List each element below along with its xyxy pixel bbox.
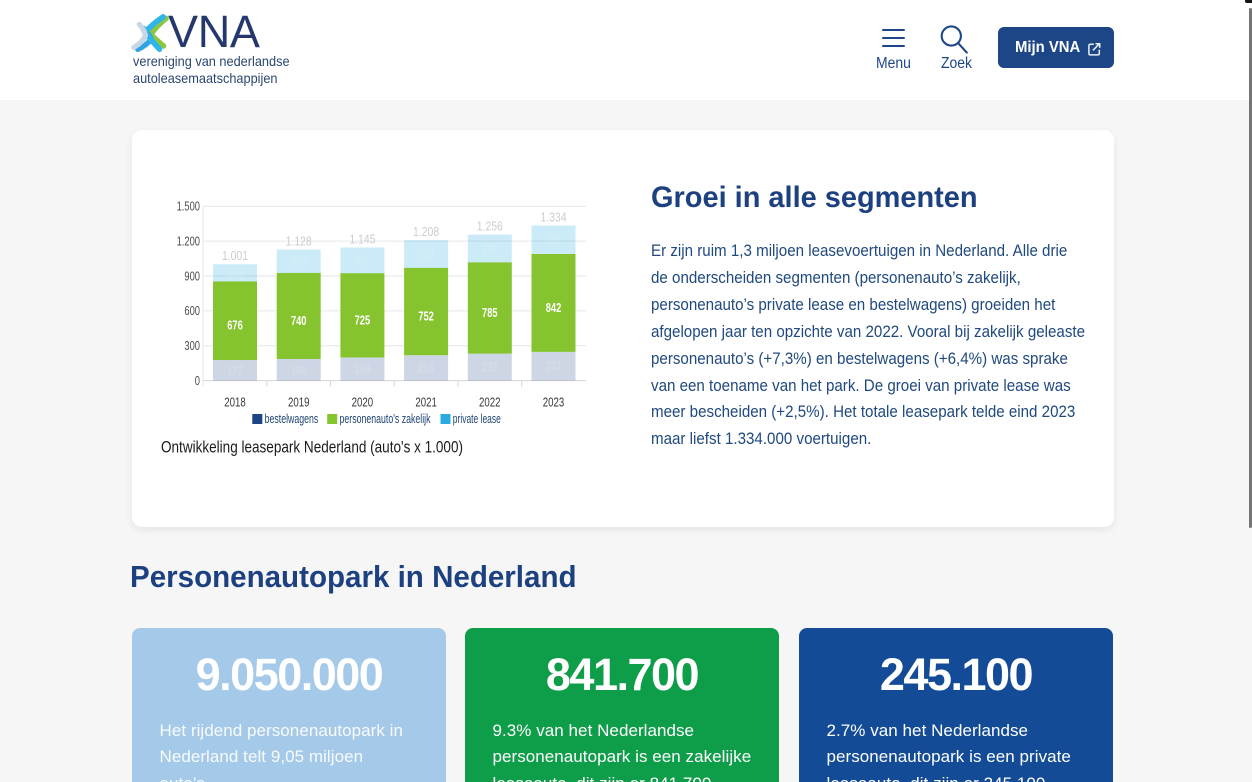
svg-text:1.256: 1.256 [477,219,503,234]
svg-text:0: 0 [195,374,200,388]
svg-text:1.500: 1.500 [177,200,200,214]
svg-text:202: 202 [291,254,307,269]
svg-text:239: 239 [482,241,498,256]
svg-text:186: 186 [291,362,307,377]
svg-text:900: 900 [184,269,200,283]
svg-text:2019: 2019 [288,395,310,410]
svg-text:300: 300 [184,339,200,353]
svg-text:218: 218 [418,360,434,375]
svg-text:2021: 2021 [415,395,437,410]
svg-text:247: 247 [546,359,562,374]
svg-text:740: 740 [291,313,307,328]
svg-text:245: 245 [546,232,562,247]
svg-text:1.145: 1.145 [349,231,375,246]
svg-text:private lease: private lease [453,412,501,426]
svg-text:2023: 2023 [543,395,565,410]
svg-text:1.334: 1.334 [540,210,566,225]
svg-text:600: 600 [184,304,200,318]
svg-text:148: 148 [227,265,243,280]
svg-text:238: 238 [418,246,434,261]
svg-text:Ontwikkeling leasepark Nederla: Ontwikkeling leasepark Nederland (auto's… [161,439,463,457]
svg-text:1.200: 1.200 [177,234,200,248]
svg-text:842: 842 [546,300,562,315]
svg-text:199: 199 [355,362,371,377]
svg-text:785: 785 [482,305,498,320]
svg-text:221: 221 [355,253,371,268]
svg-text:676: 676 [227,318,243,333]
svg-text:1.128: 1.128 [286,233,312,248]
svg-text:personenauto's zakelijk: personenauto's zakelijk [340,412,432,426]
svg-text:177: 177 [227,363,243,378]
svg-text:232: 232 [482,360,498,375]
svg-text:1.001: 1.001 [222,248,248,263]
svg-text:2018: 2018 [224,395,246,410]
svg-text:752: 752 [418,309,434,324]
svg-text:725: 725 [355,312,371,327]
svg-text:1.208: 1.208 [413,224,439,239]
svg-text:bestelwagens: bestelwagens [265,412,319,426]
svg-text:2022: 2022 [479,395,501,410]
svg-text:2020: 2020 [352,395,374,410]
